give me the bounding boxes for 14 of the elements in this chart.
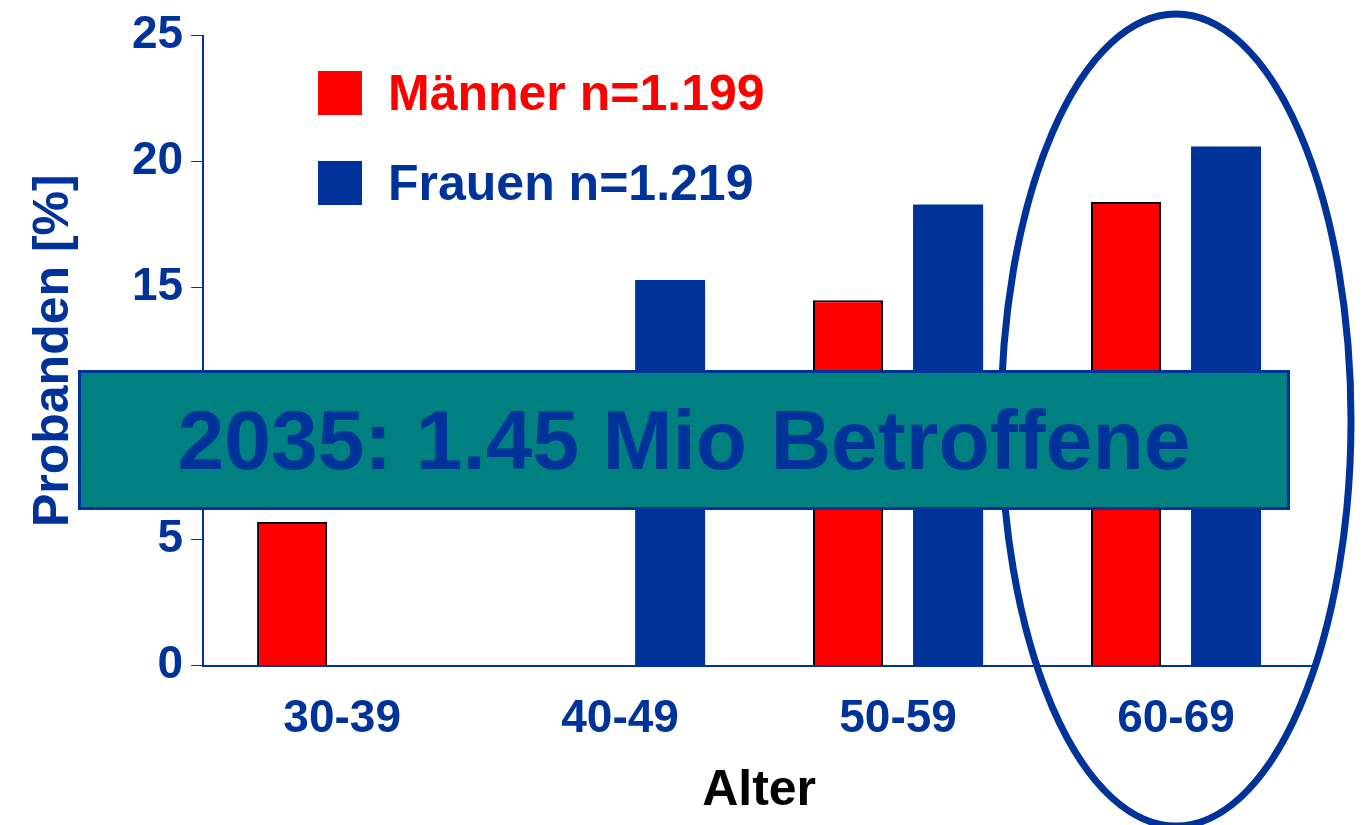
y-tick-label: 25 bbox=[131, 6, 184, 59]
y-tick-label: 0 bbox=[157, 636, 184, 689]
annotation: 2035: 1.45 Mio Betroffene bbox=[78, 370, 1290, 510]
y-axis-title: Probanden [%] bbox=[22, 174, 79, 528]
legend-label: Männer n=1.199 bbox=[388, 64, 765, 123]
x-tick-label: 30-39 bbox=[283, 690, 401, 743]
y-tick-label: 15 bbox=[131, 258, 184, 311]
x-axis-title: Alter bbox=[702, 759, 817, 816]
legend-label: Frauen n=1.219 bbox=[388, 154, 754, 213]
x-tick-label: 50-59 bbox=[839, 690, 957, 743]
y-tick-label: 20 bbox=[131, 132, 184, 185]
x-tick-label: 40-49 bbox=[561, 690, 679, 743]
x-tick-label: 60-69 bbox=[1117, 690, 1235, 743]
y-tick-label: 5 bbox=[157, 510, 184, 563]
